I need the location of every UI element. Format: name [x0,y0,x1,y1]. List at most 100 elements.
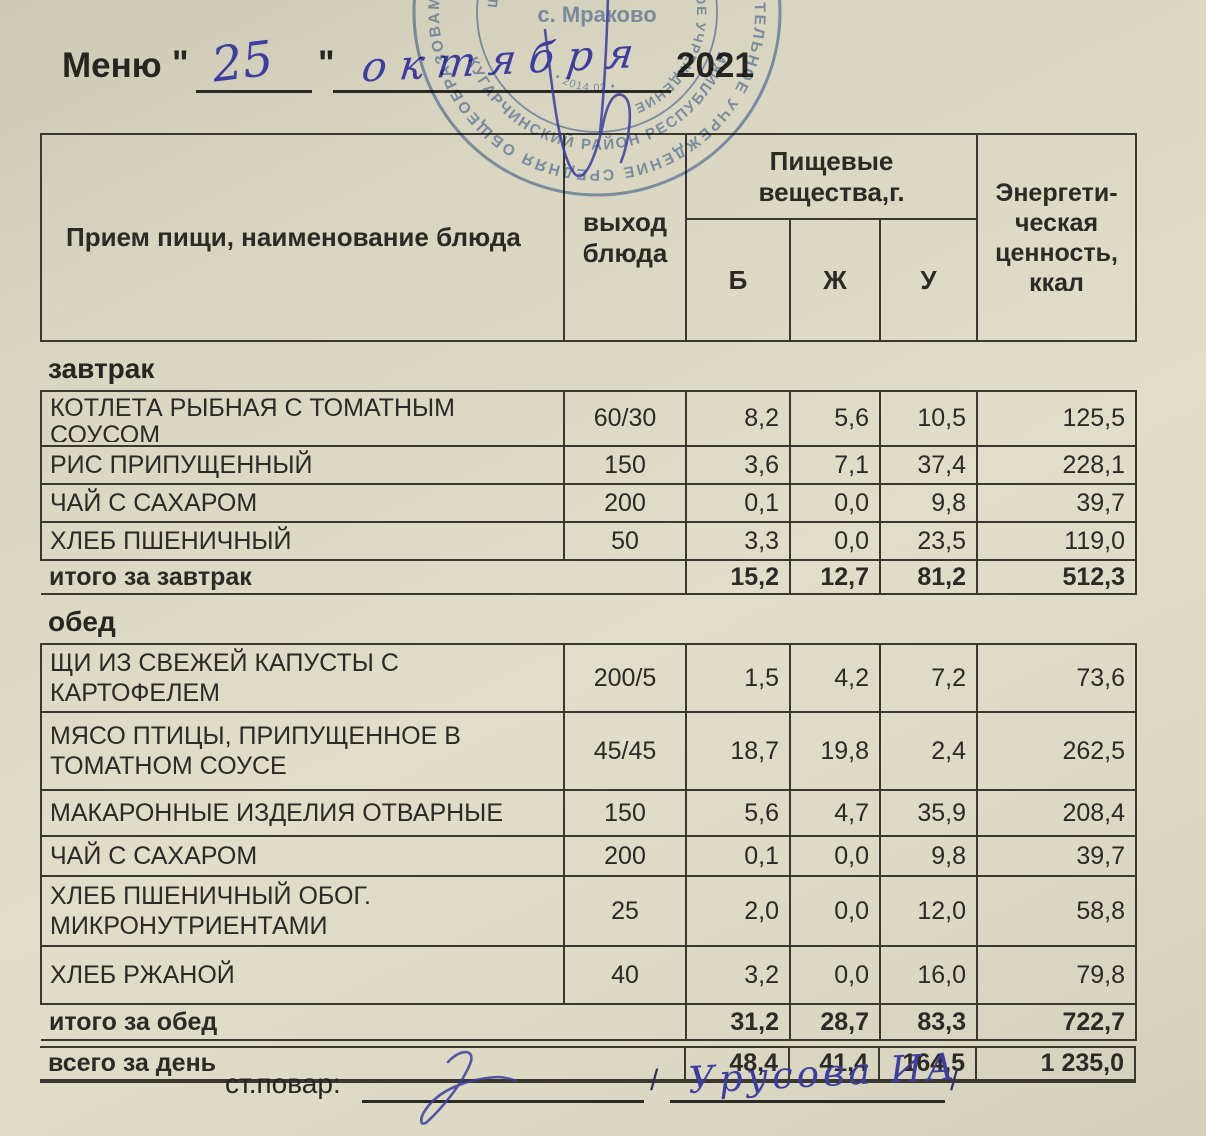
year-label: 2021 [676,46,754,85]
dish-cell: КОТЛЕТА РЫБНАЯ С ТОМАТНЫМ СОУСОМ [40,390,565,447]
fat-total: 28,7 [789,1003,881,1041]
section-label-breakfast: завтрак [48,353,155,384]
protein-day-total: 48,4 [684,1046,791,1083]
header-cell-dish: Прием пищи, наименование блюда [40,133,565,342]
name-underline [670,1100,945,1103]
header-cell-protein: Б [685,218,791,342]
carb-cell: 9,8 [879,483,978,523]
output-cell: 40 [563,945,687,1005]
header-cell-carb: У [878,218,979,342]
fat-total: 12,7 [789,559,881,595]
lunch-table: ЩИ ИЗ СВЕЖЕЙ КАПУСТЫ С КАРТОФЕЛЕМ 200/5 … [40,643,1137,1041]
handwritten-month: октября [359,28,650,92]
table-row: ЩИ ИЗ СВЕЖЕЙ КАПУСТЫ С КАРТОФЕЛЕМ 200/5 … [40,643,1137,713]
protein-cell: 1,5 [685,643,791,713]
header-cell-energy: Энергети- ческая ценность, ккал [976,133,1138,342]
slash-separator: / [650,1064,659,1097]
kcal-cell: 208,4 [976,789,1137,837]
day-total-table: всего за день 48,4 41,4 164,5 1 235,0 [40,1046,1137,1083]
carb-total: 81,2 [879,559,978,595]
table-row: ЧАЙ С САХАРОМ 200 0,1 0,0 9,8 39,7 [40,483,1137,523]
fat-cell: 5,6 [789,390,881,447]
dish-name: МЯСО ПТИЦЫ, ПРИПУЩЕННОЕ В ТОМАТНОМ СОУСЕ [40,711,565,791]
output-cell: 45/45 [563,711,687,791]
header-cell-fat: Ж [789,218,881,342]
protein-cell: 2,0 [685,875,791,947]
dish-name: ХЛЕБ ПШЕНИЧНЫЙ ОБОГ. МИКРОНУТРИЕНТАМИ [40,875,565,947]
day-underline [196,90,312,93]
fat-day-total: 41,4 [788,1046,881,1083]
day-total-row: всего за день 48,4 41,4 164,5 1 235,0 [40,1046,1137,1083]
dish-name: ЧАЙ С САХАРОМ [40,835,565,877]
output-cell: 25 [563,875,687,947]
table-row: ХЛЕБ РЖАНОЙ 40 3,2 0,0 16,0 79,8 [40,945,1137,1005]
dish-name: ХЛЕБ РЖАНОЙ [40,945,565,1005]
output-cell: 60/30 [563,390,687,447]
fat-cell: 0,0 [789,945,881,1005]
fat-cell: 0,0 [789,875,881,947]
kcal-cell: 58,8 [976,875,1137,947]
carb-cell: 16,0 [879,945,978,1005]
kcal-cell: 262,5 [976,711,1137,791]
lunch-total-row: итого за обед 31,2 28,7 83,3 722,7 [41,1003,1137,1041]
carb-cell: 37,4 [879,445,978,485]
protein-cell: 5,6 [685,789,791,837]
day-total-label: всего за день [40,1046,687,1083]
fat-cell: 0,0 [789,483,881,523]
month-underline [333,90,671,93]
output-cell: 150 [563,789,687,837]
protein-cell: 0,1 [685,483,791,523]
kcal-day-total: 1 235,0 [975,1046,1137,1083]
output-cell: 150 [563,445,687,485]
kcal-cell: 79,8 [976,945,1137,1005]
kcal-total: 722,7 [976,1003,1137,1041]
protein-cell: 18,7 [685,711,791,791]
protein-cell: 3,6 [685,445,791,485]
output-cell: 200 [563,483,687,523]
table-row: ЧАЙ С САХАРОМ 200 0,1 0,0 9,8 39,7 [40,835,1137,877]
table-row: РИС ПРИПУЩЕННЫЙ 150 3,6 7,1 37,4 228,1 [40,445,1137,485]
fat-cell: 0,0 [789,521,881,561]
output-cell: 200/5 [563,643,687,713]
output-cell: 50 [563,521,687,561]
fat-cell: 4,7 [789,789,881,837]
dish-name: РИС ПРИПУЩЕННЫЙ [40,445,565,485]
kcal-cell: 39,7 [976,483,1137,523]
table-row: МЯСО ПТИЦЫ, ПРИПУЩЕННОЕ В ТОМАТНОМ СОУСЕ… [40,711,1137,791]
breakfast-table: КОТЛЕТА РЫБНАЯ С ТОМАТНЫМ СОУСОМ 60/30 8… [40,390,1137,595]
table-row: ХЛЕБ ПШЕНИЧНЫЙ 50 3,3 0,0 23,5 119,0 [40,521,1137,561]
lunch-total-label: итого за обед [41,1003,687,1041]
table-row: МАКАРОННЫЕ ИЗДЕЛИЯ ОТВАРНЫЕ 150 5,6 4,7 … [40,789,1137,837]
header-cell-output: выход блюда [563,133,687,342]
table-header: Прием пищи, наименование блюда выход блю… [40,133,1138,342]
chef-label: ст.повар: [225,1068,341,1099]
section-label-lunch: обед [48,606,116,637]
kcal-total: 512,3 [976,559,1137,595]
carb-cell: 9,8 [879,835,978,877]
protein-total: 31,2 [685,1003,791,1041]
signature-underline [362,1100,644,1103]
handwritten-day: 25 [208,30,277,94]
table-row: КОТЛЕТА РЫБНАЯ С ТОМАТНЫМ СОУСОМ 60/30 8… [40,390,1137,447]
protein-total: 15,2 [685,559,791,595]
carb-cell: 12,0 [879,875,978,947]
kcal-cell: 119,0 [976,521,1137,561]
fat-cell: 0,0 [789,835,881,877]
dish-name: ЧАЙ С САХАРОМ [40,483,565,523]
quote-close: " [318,44,335,83]
dish-name: ЩИ ИЗ СВЕЖЕЙ КАПУСТЫ С КАРТОФЕЛЕМ [40,643,565,713]
menu-title-label: Меню [62,46,162,85]
dish-name: ХЛЕБ ПШЕНИЧНЫЙ [40,521,565,561]
carb-cell: 2,4 [879,711,978,791]
header-cell-nutrients-group: Пищевые вещества,г. [684,133,979,220]
kcal-cell: 39,7 [976,835,1137,877]
breakfast-total-label: итого за завтрак [41,559,687,595]
carb-day-total: 164,5 [878,1046,978,1083]
quote-open: " [172,44,189,83]
kcal-cell: 73,6 [976,643,1137,713]
menu-table-area: Прием пищи, наименование блюда выход блю… [40,133,1150,1083]
output-cell: 200 [563,835,687,877]
kcal-cell: 228,1 [976,445,1137,485]
protein-cell: 3,3 [685,521,791,561]
